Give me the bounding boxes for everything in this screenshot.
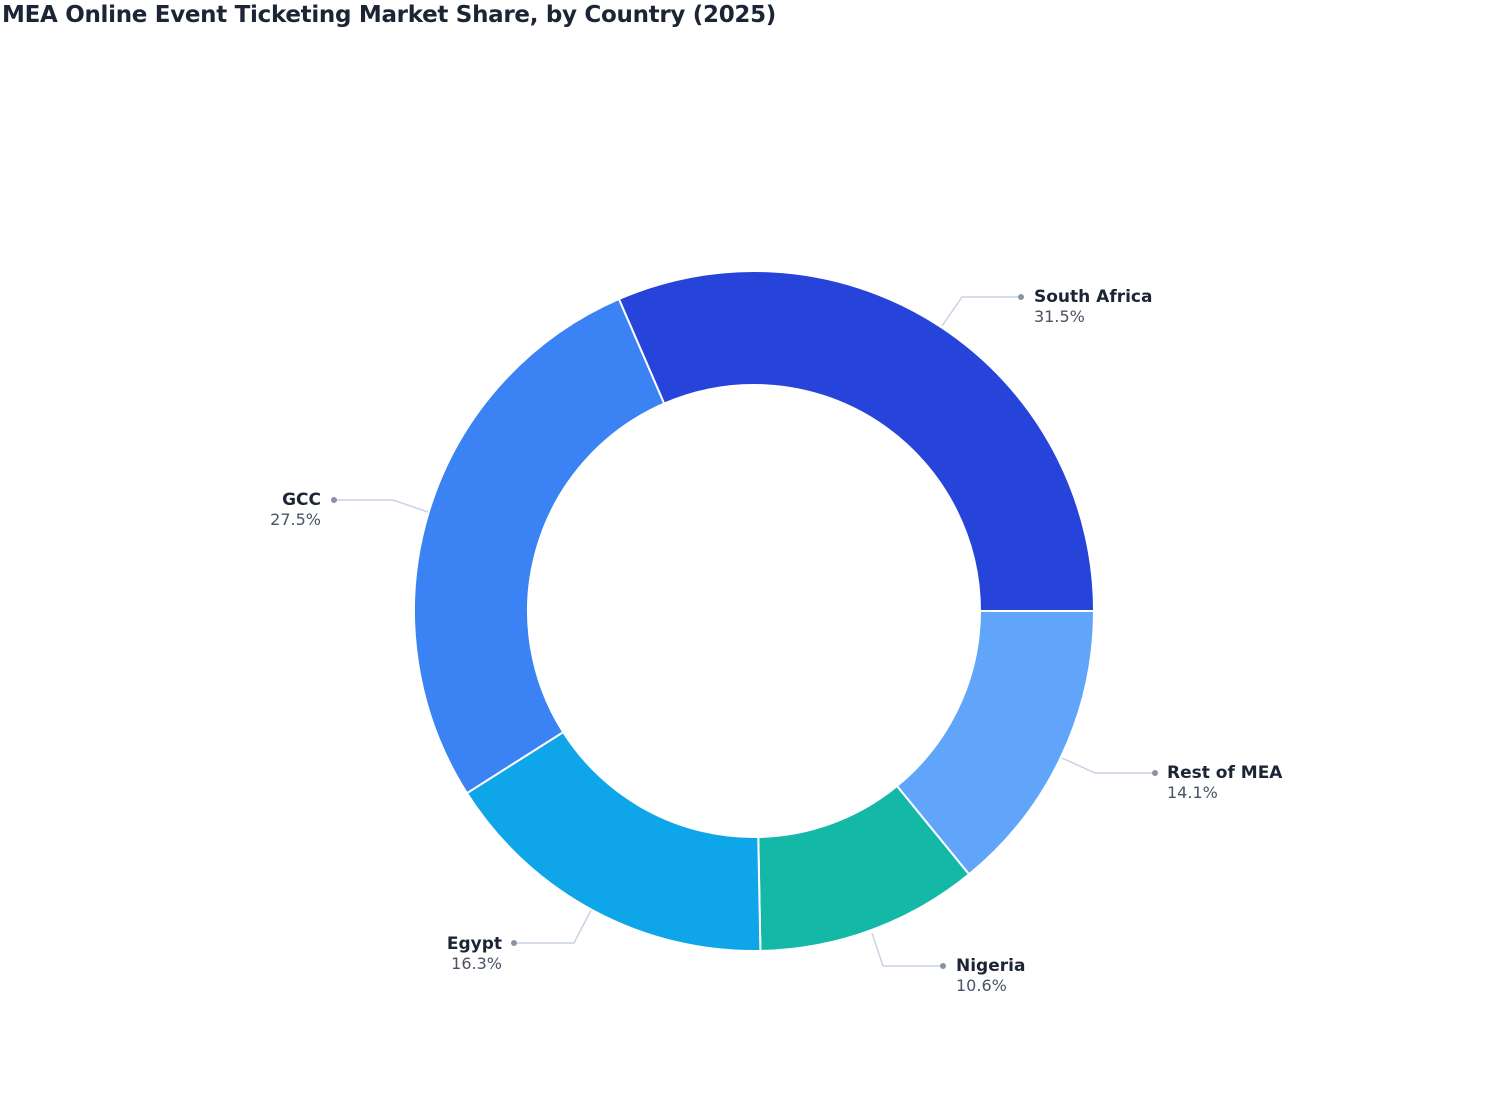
slice-name: Egypt	[446, 934, 502, 954]
slice-gcc[interactable]	[413, 297, 666, 795]
slice-name: GCC	[282, 490, 321, 510]
leader-line	[514, 909, 592, 944]
slice-name: Nigeria	[956, 956, 1026, 976]
leader-dot	[940, 963, 946, 969]
slice-percent: 27.5%	[270, 510, 321, 529]
label-egypt: Egypt 16.3%	[447, 934, 502, 974]
donut-slices	[413, 270, 1096, 952]
leader-line	[334, 499, 429, 513]
leader-line	[1061, 757, 1155, 774]
label-gcc: GCC 27.5%	[270, 490, 321, 530]
leader-dot	[1018, 294, 1024, 300]
slice-name: Rest of MEA	[1167, 763, 1283, 783]
label-south-africa: South Africa 31.5%	[1034, 287, 1153, 327]
leader-lines	[331, 294, 1158, 969]
leader-dot	[331, 497, 337, 503]
slice-percent: 14.1%	[1167, 783, 1218, 802]
slice-percent: 10.6%	[956, 976, 1007, 995]
label-rest-of-mea: Rest of MEA 14.1%	[1167, 763, 1282, 803]
chart-title: MEA Online Event Ticketing Market Share,…	[2, 2, 777, 28]
leader-line	[871, 932, 943, 967]
leader-line	[941, 296, 1021, 327]
leader-dot	[1152, 770, 1158, 776]
slice-south-africa[interactable]	[617, 270, 1096, 612]
slice-name: South Africa	[1034, 287, 1153, 307]
slice-percent: 31.5%	[1034, 307, 1085, 326]
leader-dot	[511, 940, 517, 946]
label-nigeria: Nigeria 10.6%	[956, 956, 1025, 996]
slice-percent: 16.3%	[451, 954, 502, 973]
